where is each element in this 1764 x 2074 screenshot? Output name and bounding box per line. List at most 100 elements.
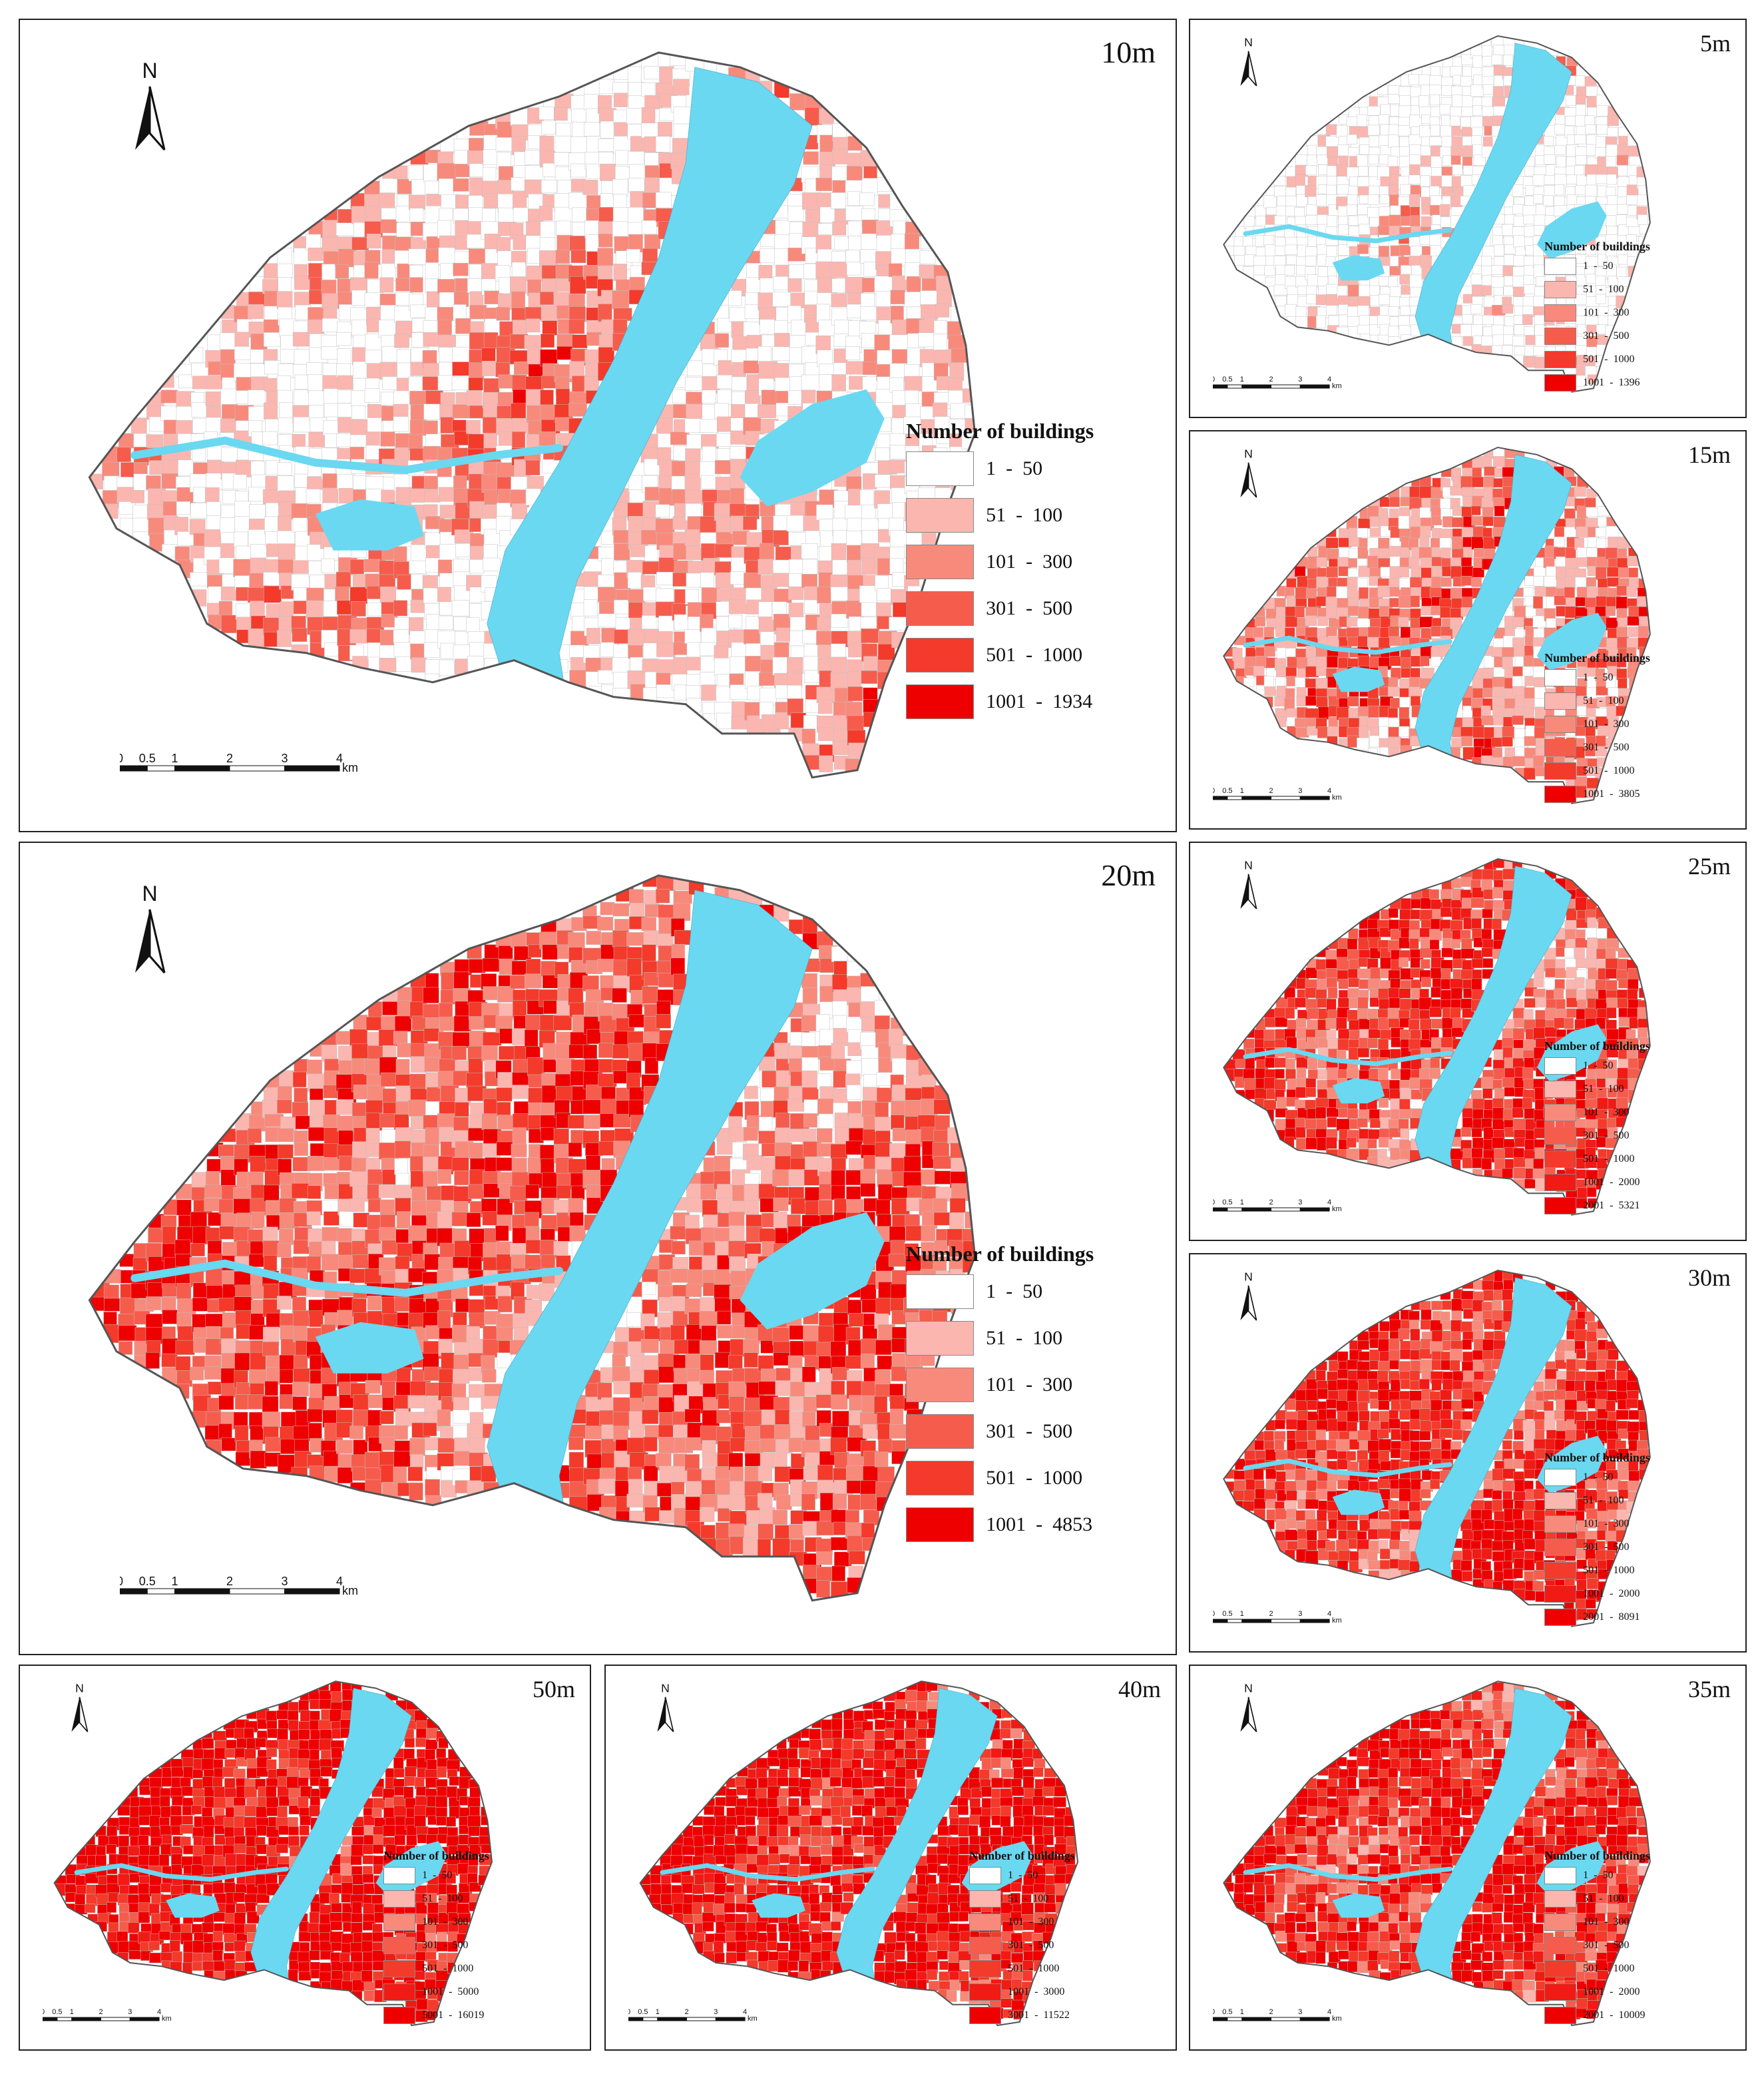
parcel xyxy=(773,1352,790,1366)
parcel xyxy=(582,1099,602,1115)
parcel xyxy=(775,307,789,322)
parcel xyxy=(220,349,236,364)
parcel xyxy=(584,349,600,364)
parcel xyxy=(1338,528,1350,539)
parcel xyxy=(1597,165,1608,176)
parcel xyxy=(540,404,555,423)
parcel xyxy=(309,1099,327,1117)
parcel xyxy=(367,1184,381,1200)
parcel xyxy=(773,1397,791,1411)
parcel xyxy=(1586,244,1596,256)
parcel xyxy=(148,1227,164,1243)
parcel xyxy=(452,1032,471,1049)
parcel xyxy=(451,376,470,391)
parcel xyxy=(1574,486,1586,497)
parcel xyxy=(292,332,311,347)
parcel xyxy=(1387,156,1398,167)
parcel xyxy=(613,308,632,322)
parcel xyxy=(367,417,382,432)
parcel xyxy=(539,107,554,120)
parcel xyxy=(425,614,441,632)
parcel xyxy=(803,263,818,280)
parcel xyxy=(1616,596,1628,610)
parcel xyxy=(206,515,222,531)
parcel xyxy=(1565,547,1576,559)
parcel xyxy=(644,66,661,80)
parcel xyxy=(1524,575,1535,586)
parcel xyxy=(423,1028,439,1042)
parcel xyxy=(831,374,846,393)
parcel xyxy=(321,280,337,294)
parcel xyxy=(1596,105,1609,117)
parcel xyxy=(628,178,645,192)
parcel xyxy=(337,474,353,489)
scale-tick-label: 2 xyxy=(226,752,233,765)
parcel xyxy=(845,361,865,375)
parcel xyxy=(1419,95,1430,109)
parcel xyxy=(556,334,574,348)
parcel xyxy=(220,388,237,407)
parcel xyxy=(1627,616,1640,626)
parcel xyxy=(437,320,452,336)
parcel xyxy=(729,503,746,518)
parcel xyxy=(1430,125,1440,136)
parcel xyxy=(394,334,409,348)
parcel xyxy=(598,79,614,95)
parcel xyxy=(365,1128,380,1145)
parcel xyxy=(234,332,249,349)
parcel xyxy=(469,163,483,177)
parcel xyxy=(804,586,819,602)
parcel xyxy=(308,374,325,393)
parcel xyxy=(1337,184,1350,194)
parcel xyxy=(861,178,878,196)
parcel xyxy=(381,489,395,503)
parcel xyxy=(1233,657,1245,670)
parcel xyxy=(904,233,920,250)
parcel xyxy=(773,1197,789,1212)
parcel xyxy=(337,1115,353,1132)
parcel xyxy=(728,615,743,629)
parcel xyxy=(700,1507,715,1522)
parcel xyxy=(264,402,278,420)
parcel xyxy=(700,672,716,686)
lake xyxy=(1332,255,1385,281)
parcel xyxy=(817,587,831,604)
parcel xyxy=(642,944,656,963)
parcel xyxy=(322,264,335,282)
parcel xyxy=(423,1157,440,1174)
parcel xyxy=(1525,335,1536,346)
parcel xyxy=(539,431,556,446)
parcel xyxy=(1577,476,1589,489)
parcel xyxy=(743,1127,758,1141)
parcel xyxy=(293,1368,310,1384)
parcel xyxy=(367,1394,383,1408)
parcel xyxy=(1338,224,1349,236)
canal xyxy=(130,436,564,474)
parcel xyxy=(1409,256,1422,266)
parcel xyxy=(597,916,614,931)
legend-item: 1 - 50 xyxy=(1544,258,1650,275)
parcel xyxy=(775,627,790,642)
parcel xyxy=(1306,204,1319,216)
parcel xyxy=(554,166,570,181)
parcel xyxy=(613,1426,629,1441)
parcel xyxy=(889,558,904,575)
parcel xyxy=(1493,516,1506,528)
parcel xyxy=(1440,125,1452,138)
parcel xyxy=(642,1282,656,1295)
parcel xyxy=(1419,74,1431,86)
parcel xyxy=(394,1141,411,1159)
parcel xyxy=(644,1507,660,1522)
parcel xyxy=(513,234,528,250)
parcel xyxy=(466,390,482,406)
parcel xyxy=(351,1043,369,1059)
parcel xyxy=(1606,577,1620,587)
parcel xyxy=(394,1425,408,1440)
parcel xyxy=(160,389,178,403)
parcel xyxy=(469,304,487,320)
parcel xyxy=(1483,487,1494,498)
parcel xyxy=(642,986,658,1004)
parcel xyxy=(1326,246,1337,258)
parcel xyxy=(1377,585,1391,598)
parcel xyxy=(1347,284,1360,297)
